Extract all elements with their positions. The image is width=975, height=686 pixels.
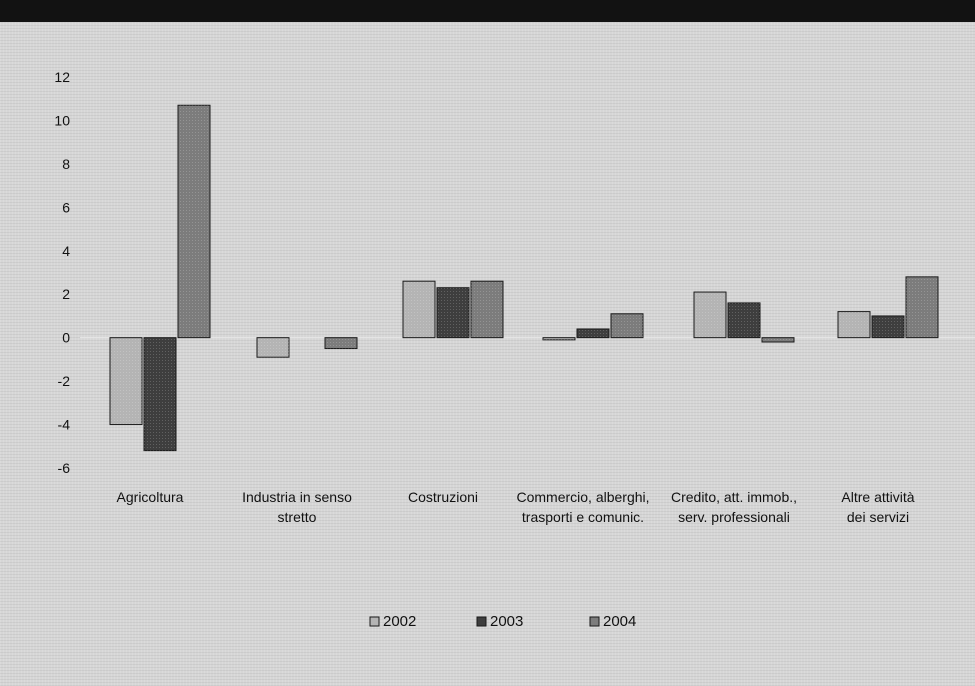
- y-tick-label: 4: [62, 243, 70, 259]
- bar-2002-1: [256, 337, 290, 358]
- bar-2004-0: [177, 104, 211, 339]
- y-axis: 12 10 8 6 4 2 0 -2 -4 -6: [54, 69, 70, 476]
- y-tick-label: 12: [54, 69, 70, 85]
- y-tick-label: -2: [58, 373, 71, 389]
- legend-label-2003: 2003: [490, 613, 523, 630]
- legend-label-2004: 2004: [603, 613, 636, 630]
- category-label: stretto: [278, 509, 317, 525]
- category-label: Commercio, alberghi,: [516, 489, 649, 505]
- legend-swatch-2004: [589, 616, 600, 627]
- bar-2004-5: [905, 276, 939, 339]
- category-label: Altre attività: [841, 489, 914, 505]
- category-label: Industria in senso: [242, 489, 352, 505]
- y-tick-label: 6: [62, 199, 70, 215]
- bar-2003-0: [143, 337, 177, 452]
- bar-2003-2: [436, 287, 470, 339]
- bar-2002-4: [693, 291, 727, 339]
- bar-2002-5: [837, 311, 871, 339]
- bar-2004-3: [610, 313, 644, 339]
- bar-2004-4: [761, 337, 795, 343]
- header-bar: [0, 0, 975, 22]
- bar-2004-1: [324, 337, 358, 350]
- category-label: Agricoltura: [117, 489, 184, 505]
- category-label: Credito, att. immob.,: [671, 489, 797, 505]
- legend-swatch-2002: [369, 616, 380, 627]
- bar-2003-3: [576, 328, 610, 339]
- y-tick-label: -6: [58, 460, 71, 476]
- y-tick-label: 8: [62, 156, 70, 172]
- y-tick-label: 0: [62, 330, 70, 346]
- bar-2002-2: [402, 280, 436, 339]
- legend-label-2002: 2002: [383, 613, 416, 630]
- bar-2002-0: [109, 337, 143, 426]
- legend: 2002 2003 2004: [369, 613, 636, 630]
- category-label: Costruzioni: [408, 489, 478, 505]
- y-tick-label: 2: [62, 286, 70, 302]
- category-label: dei servizi: [847, 509, 909, 525]
- x-axis-labels: Agricoltura Industria in senso stretto Cost…: [117, 489, 915, 525]
- category-label: trasporti e comunic.: [522, 509, 644, 525]
- bar-2002-3: [542, 337, 576, 341]
- category-label: serv. professionali: [678, 509, 790, 525]
- y-tick-label: 10: [54, 112, 70, 128]
- bar-2004-2: [470, 280, 504, 339]
- bar-2003-5: [871, 315, 905, 339]
- bar-2003-4: [727, 302, 761, 339]
- bars: [109, 104, 939, 452]
- y-tick-label: -4: [58, 417, 71, 433]
- legend-swatch-2003: [476, 616, 487, 627]
